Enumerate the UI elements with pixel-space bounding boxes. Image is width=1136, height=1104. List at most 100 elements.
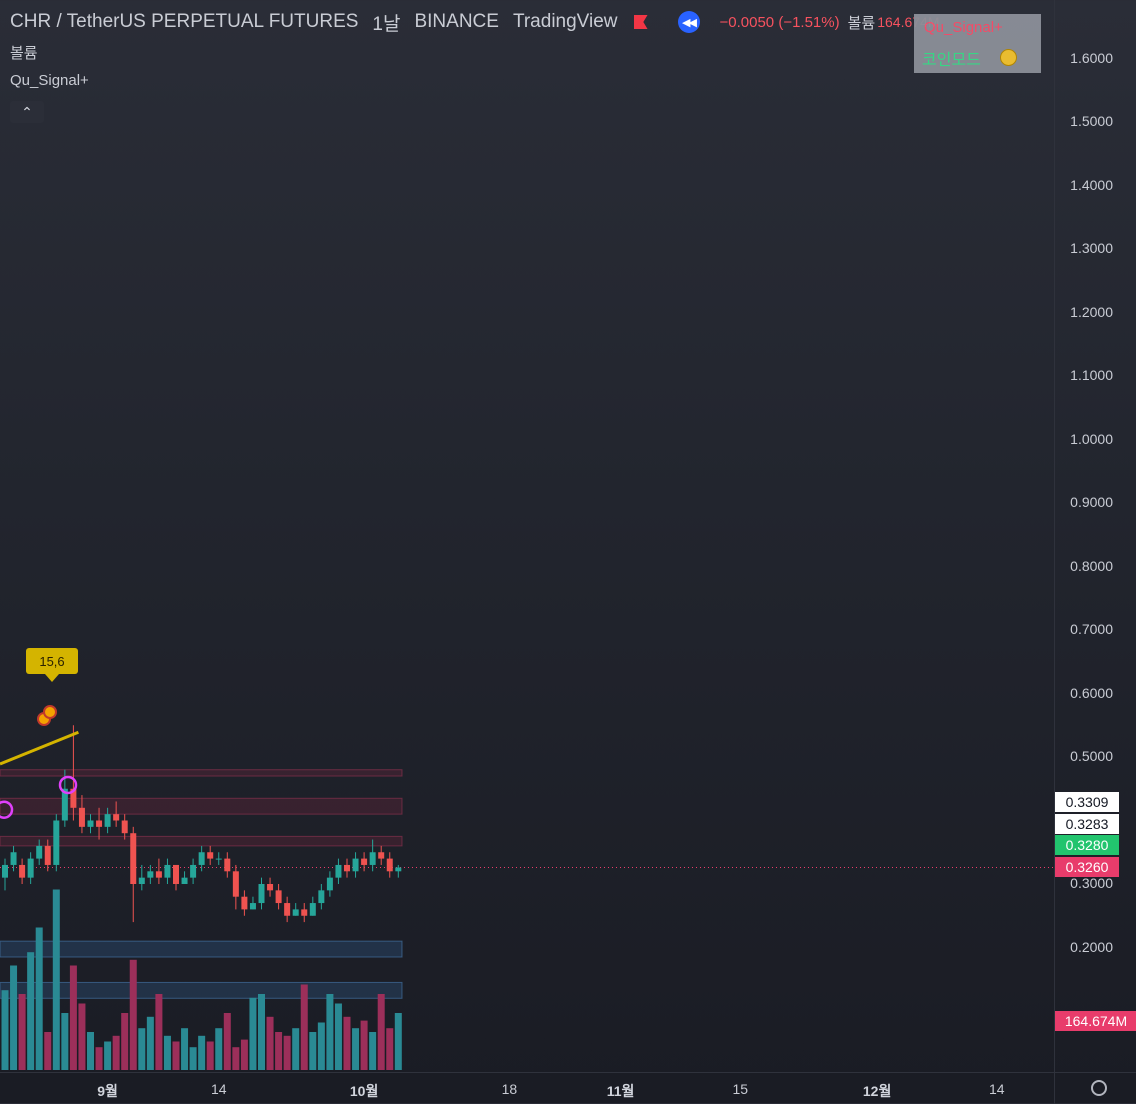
volume-bar <box>300 984 308 1070</box>
volume-bar <box>249 997 257 1070</box>
price-tick-label: 0.9000 <box>1070 494 1113 510</box>
candle-body <box>53 820 60 865</box>
price-chart[interactable] <box>0 0 1054 1072</box>
volume-bar <box>266 1016 274 1070</box>
volume-bar <box>232 1047 240 1070</box>
volume-bar <box>155 994 163 1070</box>
time-tick-label: 15 <box>732 1081 749 1097</box>
volume-bar <box>240 1039 248 1070</box>
candle-body <box>386 858 393 872</box>
price-tick-label: 0.5000 <box>1070 748 1113 764</box>
volume-bar <box>61 1013 69 1070</box>
volume-bar <box>386 1028 394 1070</box>
volume-bar <box>181 1028 189 1070</box>
exchange-label: BINANCE <box>414 11 499 32</box>
price-axis[interactable]: 1.6000 1.5000 1.4000 1.3000 1.2000 1.1000 1.00… <box>1054 0 1136 1072</box>
candle-body <box>284 903 291 916</box>
volume-bar <box>198 1035 206 1070</box>
candle-body <box>155 871 162 878</box>
volume-bar <box>377 994 385 1070</box>
volume-bar <box>27 952 35 1070</box>
widget-mode-label: 코인모드 <box>922 52 981 69</box>
volume-bar <box>258 994 265 1070</box>
symbol-title[interactable]: CHR / TetherUS PERPETUAL FUTURES <box>10 11 359 32</box>
price-tick-label: 0.6000 <box>1070 684 1113 701</box>
collapse-legend-button[interactable]: ⌃ <box>10 101 44 123</box>
volume-legend-label: 볼륨 <box>847 14 876 32</box>
time-tick-label: 10월 <box>349 1083 379 1099</box>
volume-bar <box>292 1028 300 1070</box>
candle-body <box>10 852 17 865</box>
gear-icon[interactable] <box>1091 1080 1107 1096</box>
indicator-volume-legend[interactable]: 볼륨 <box>10 45 38 62</box>
candle-body <box>224 858 231 872</box>
zone-box <box>0 769 403 777</box>
candle-body <box>198 852 205 865</box>
volume-bar <box>18 994 26 1070</box>
volume-bar <box>223 1013 231 1070</box>
candle-body <box>130 833 137 884</box>
volume-bar <box>35 927 43 1070</box>
volume-bar <box>95 1047 103 1070</box>
candle-body <box>292 909 299 916</box>
price-tick-label: 1.3000 <box>1070 240 1113 256</box>
flag-icon[interactable] <box>633 15 648 29</box>
volume-bar <box>104 1041 112 1070</box>
volume-bar <box>146 1016 154 1070</box>
candle-body <box>44 845 51 865</box>
volume-bar <box>206 1041 214 1070</box>
zone-box <box>0 797 403 815</box>
chart-area[interactable]: CHR / TetherUS PERPETUAL FUTURES 1날 BINA… <box>0 0 1054 1072</box>
time-axis[interactable]: 9월 14 10월 18 11월 15 12월 14 <box>0 1072 1054 1104</box>
candle-body <box>369 852 376 865</box>
volume-bar <box>172 1041 180 1070</box>
volume-bar <box>78 1003 86 1070</box>
symbol-legend: CHR / TetherUS PERPETUAL FUTURES 1날 BINA… <box>10 10 940 35</box>
candle-body <box>267 884 274 891</box>
volume-bar <box>326 994 334 1070</box>
signal-circle <box>0 800 14 819</box>
price-tag: 164.674M <box>1055 1011 1136 1031</box>
volume-bar <box>275 1032 283 1070</box>
candle-body <box>96 820 103 827</box>
time-tick-label: 11월 <box>606 1083 635 1099</box>
volume-bar <box>52 889 60 1070</box>
price-tick-label: 1.6000 <box>1070 49 1113 66</box>
rewind-icon[interactable]: ◀◀ <box>677 11 700 33</box>
price-tag: 0.3280 <box>1055 835 1119 855</box>
volume-bar <box>394 1013 402 1070</box>
zone-box <box>0 981 403 999</box>
candle-body <box>181 877 188 884</box>
interval-label[interactable]: 1날 <box>372 13 401 35</box>
price-tick-label: 1.2000 <box>1070 303 1113 320</box>
signal-callout: 15,6 <box>26 648 78 682</box>
price-tag: 0.3309 <box>1055 792 1119 812</box>
volume-bar <box>334 1003 342 1070</box>
price-change: −0.0050 (−1.51%) <box>719 13 840 31</box>
candle-body <box>61 788 68 821</box>
chart-settings[interactable] <box>1054 1072 1136 1104</box>
signal-circle <box>58 775 78 795</box>
volume-bar <box>10 965 18 1070</box>
candle-body <box>2 864 8 878</box>
widget-title: Qu_Signal+ <box>924 19 1003 36</box>
candle-body <box>78 807 85 827</box>
volume-bar <box>112 1035 120 1070</box>
candle-body <box>335 864 342 878</box>
zone-box <box>0 835 403 847</box>
candle-body <box>318 890 325 904</box>
indicator-signal-legend[interactable]: Qu_Signal+ <box>10 72 89 89</box>
candle-body <box>258 884 265 904</box>
time-tick-label: 14 <box>210 1081 227 1097</box>
volume-bar <box>317 1022 325 1070</box>
volume-bar <box>87 1032 94 1070</box>
volume-bar <box>121 1013 129 1070</box>
candle-body <box>326 877 333 891</box>
candle-body <box>249 903 256 910</box>
candle-body <box>36 845 43 859</box>
volume-bar <box>215 1028 223 1070</box>
signal-widget: Qu_Signal+ 코인모드 <box>914 14 1041 73</box>
time-tick-label: 14 <box>989 1081 1005 1097</box>
price-tag: 0.3283 <box>1055 814 1119 834</box>
volume-bar <box>369 1032 377 1070</box>
